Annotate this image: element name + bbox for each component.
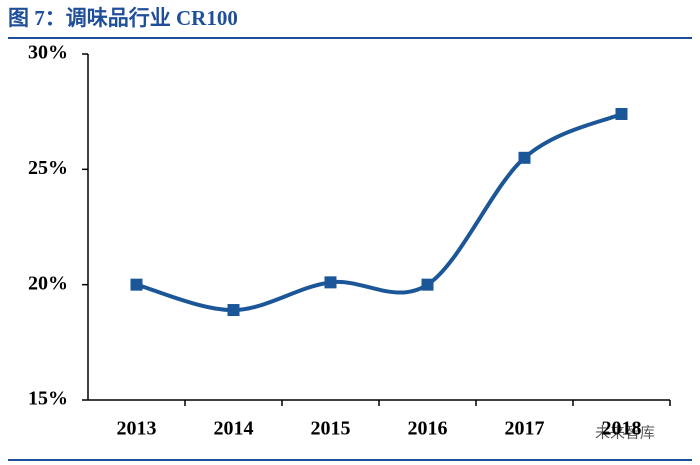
marker <box>615 107 628 120</box>
x-tick-label: 2015 <box>311 418 351 440</box>
x-tick-label: 2016 <box>408 418 448 440</box>
marker <box>324 276 337 289</box>
marker <box>421 278 434 291</box>
marker <box>130 278 143 291</box>
chart-title: 图 7：调味品行业 CR100 <box>8 6 238 30</box>
marker <box>227 304 240 317</box>
y-tick-label: 25% <box>28 157 68 179</box>
y-tick-label: 20% <box>28 272 68 294</box>
x-tick-label: 2018 <box>602 418 642 440</box>
watermark: 未来智库 <box>595 424 655 442</box>
marker <box>518 151 531 164</box>
x-tick-label: 2013 <box>117 418 157 440</box>
x-tick-label: 2017 <box>505 418 545 440</box>
y-tick-label: 30% <box>28 42 68 64</box>
line <box>135 112 623 313</box>
x-tick-label: 2014 <box>214 418 254 440</box>
y-tick-label: 15% <box>28 388 68 410</box>
